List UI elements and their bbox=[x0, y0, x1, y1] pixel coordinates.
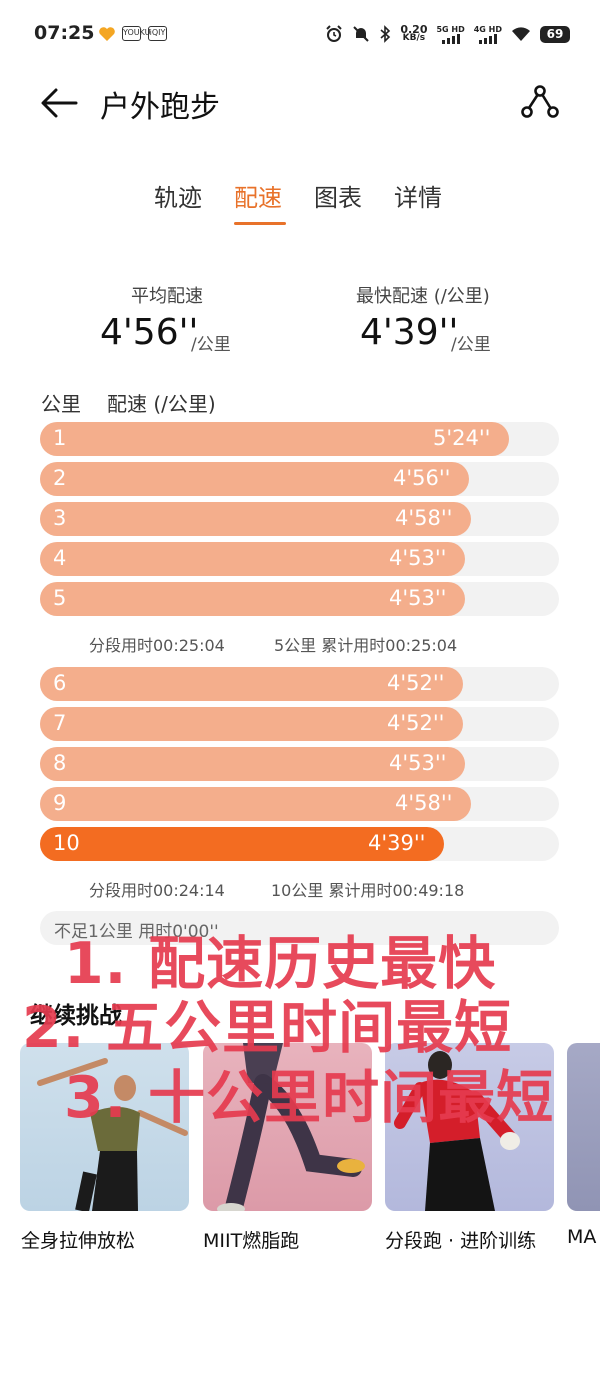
km-number: 9 bbox=[53, 791, 67, 815]
pace-value: 4'39'' bbox=[368, 831, 426, 855]
km-number: 8 bbox=[53, 751, 67, 775]
pace-bar: 8 4'53'' bbox=[40, 747, 465, 781]
pace-value: 4'53'' bbox=[389, 751, 447, 775]
pace-value: 4'53'' bbox=[389, 586, 447, 610]
pace-value: 4'58'' bbox=[395, 506, 453, 530]
split-segment-time: 分段用时00:25:04 bbox=[89, 636, 225, 655]
wifi-icon bbox=[512, 27, 530, 41]
net-speed: 0.20 KB/s bbox=[400, 23, 428, 43]
card-label-miit-run: MIIT燃脂跑 bbox=[203, 1230, 300, 1252]
pace-value: 4'52'' bbox=[387, 671, 445, 695]
pace-bar: 2 4'56'' bbox=[40, 462, 469, 496]
fastest-pace-value: 4'39'' bbox=[360, 312, 459, 353]
km-number: 5 bbox=[53, 586, 67, 610]
alarm-icon bbox=[326, 25, 343, 42]
pace-bar: 4 4'53'' bbox=[40, 542, 465, 576]
bluetooth-icon bbox=[380, 25, 391, 43]
pace-bar-row: 1 5'24'' bbox=[40, 422, 559, 456]
pace-bar-row: 8 4'53'' bbox=[40, 747, 559, 781]
residual-row: 不足1公里 用时0'00'' bbox=[40, 911, 559, 945]
tab-details[interactable]: 详情 bbox=[394, 184, 442, 212]
status-bar: 07:25 YOUKU iQIY 0.20 KB/s 5G HD 4G HD bbox=[0, 0, 600, 68]
annotation-line-2: 2. 五公里时间最短 bbox=[22, 995, 513, 1061]
pace-bar: 6 4'52'' bbox=[40, 667, 463, 701]
pace-bar: 5 4'53'' bbox=[40, 582, 465, 616]
fastest-pace-label: 最快配速 (/公里) bbox=[356, 286, 490, 307]
workout-card-ma[interactable] bbox=[567, 1043, 600, 1211]
annotation-line-1: 1. 配速历史最快 bbox=[64, 931, 497, 997]
workout-card-stretch[interactable] bbox=[20, 1043, 189, 1211]
pace-bar-fastest: 10 4'39'' bbox=[40, 827, 444, 861]
page-title: 户外跑步 bbox=[100, 90, 220, 125]
stretch-person-image bbox=[37, 1058, 188, 1211]
avg-pace-value: 4'56'' bbox=[100, 312, 199, 353]
split-cumulative-time: 5公里 累计用时00:25:04 bbox=[274, 636, 458, 655]
km-number: 6 bbox=[53, 671, 67, 695]
pace-value: 4'52'' bbox=[387, 711, 445, 735]
youku-app-icon: YOUKU bbox=[122, 26, 151, 41]
km-number: 7 bbox=[53, 711, 67, 735]
pace-value: 4'53'' bbox=[389, 546, 447, 570]
km-number: 2 bbox=[53, 466, 67, 490]
iqiyi-app-icon: iQIY bbox=[148, 26, 167, 41]
pace-bar-row: 2 4'56'' bbox=[40, 462, 559, 496]
workout-card-interval[interactable] bbox=[385, 1043, 554, 1211]
pace-bar-row: 10 4'39'' bbox=[40, 827, 559, 861]
pace-bar-row: 3 4'58'' bbox=[40, 502, 559, 536]
pace-bar-row: 7 4'52'' bbox=[40, 707, 559, 741]
pace-value: 4'58'' bbox=[395, 791, 453, 815]
active-tab-indicator bbox=[234, 222, 286, 225]
signal-icon bbox=[478, 33, 497, 44]
column-header-km: 公里 bbox=[41, 392, 81, 416]
tab-pace[interactable]: 配速 bbox=[234, 184, 282, 212]
residual-text: 不足1公里 用时0'00'' bbox=[54, 922, 219, 942]
status-time: 07:25 bbox=[34, 22, 95, 44]
mute-icon bbox=[353, 26, 370, 42]
tab-bar: 轨迹 配速 图表 详情 bbox=[0, 178, 600, 228]
pace-bar: 7 4'52'' bbox=[40, 707, 463, 741]
sim2-signal: 4G HD bbox=[474, 25, 502, 44]
pace-bar: 1 5'24'' bbox=[40, 422, 509, 456]
fastest-pace-unit: /公里 bbox=[451, 335, 491, 355]
pace-bar: 3 4'58'' bbox=[40, 502, 471, 536]
pace-bar-row: 9 4'58'' bbox=[40, 787, 559, 821]
back-arrow-icon[interactable] bbox=[38, 84, 80, 122]
challenge-section-title: 继续挑战 bbox=[30, 1003, 122, 1029]
card-label-ma: MA bbox=[567, 1226, 597, 1248]
sim1-signal: 5G HD bbox=[436, 25, 465, 44]
pace-bar-row: 4 4'53'' bbox=[40, 542, 559, 576]
route-share-icon[interactable] bbox=[518, 82, 562, 122]
card-label-stretch: 全身拉伸放松 bbox=[21, 1230, 136, 1252]
running-person-image bbox=[217, 1043, 365, 1211]
pace-value: 4'56'' bbox=[393, 466, 451, 490]
pace-value: 5'24'' bbox=[433, 426, 491, 450]
km-number: 3 bbox=[53, 506, 67, 530]
km-number: 10 bbox=[53, 831, 80, 855]
runner-image bbox=[394, 1051, 520, 1211]
avg-pace-label: 平均配速 bbox=[131, 286, 203, 307]
split-segment-time: 分段用时00:24:14 bbox=[89, 881, 225, 900]
km-number: 4 bbox=[53, 546, 67, 570]
avg-pace-unit: /公里 bbox=[191, 335, 231, 355]
pace-bar-row: 6 4'52'' bbox=[40, 667, 559, 701]
column-header-pace: 配速 (/公里) bbox=[107, 392, 216, 416]
card-label-interval: 分段跑 · 进阶训练 bbox=[385, 1230, 537, 1252]
split-cumulative-time: 10公里 累计用时00:49:18 bbox=[271, 881, 465, 900]
tab-track[interactable]: 轨迹 bbox=[154, 184, 202, 212]
app-heart-icon bbox=[99, 27, 115, 41]
battery-indicator: 69 bbox=[540, 25, 570, 43]
workout-card-miit-run[interactable] bbox=[203, 1043, 372, 1211]
annotation-line-3: 3. 十公里时间最短 bbox=[64, 1065, 555, 1131]
status-right: 0.20 KB/s 5G HD 4G HD 69 bbox=[325, 22, 570, 46]
pace-bar-row: 5 4'53'' bbox=[40, 582, 559, 616]
tab-charts[interactable]: 图表 bbox=[314, 184, 362, 212]
pace-bar: 9 4'58'' bbox=[40, 787, 471, 821]
km-number: 1 bbox=[53, 426, 67, 450]
signal-icon bbox=[441, 33, 460, 44]
